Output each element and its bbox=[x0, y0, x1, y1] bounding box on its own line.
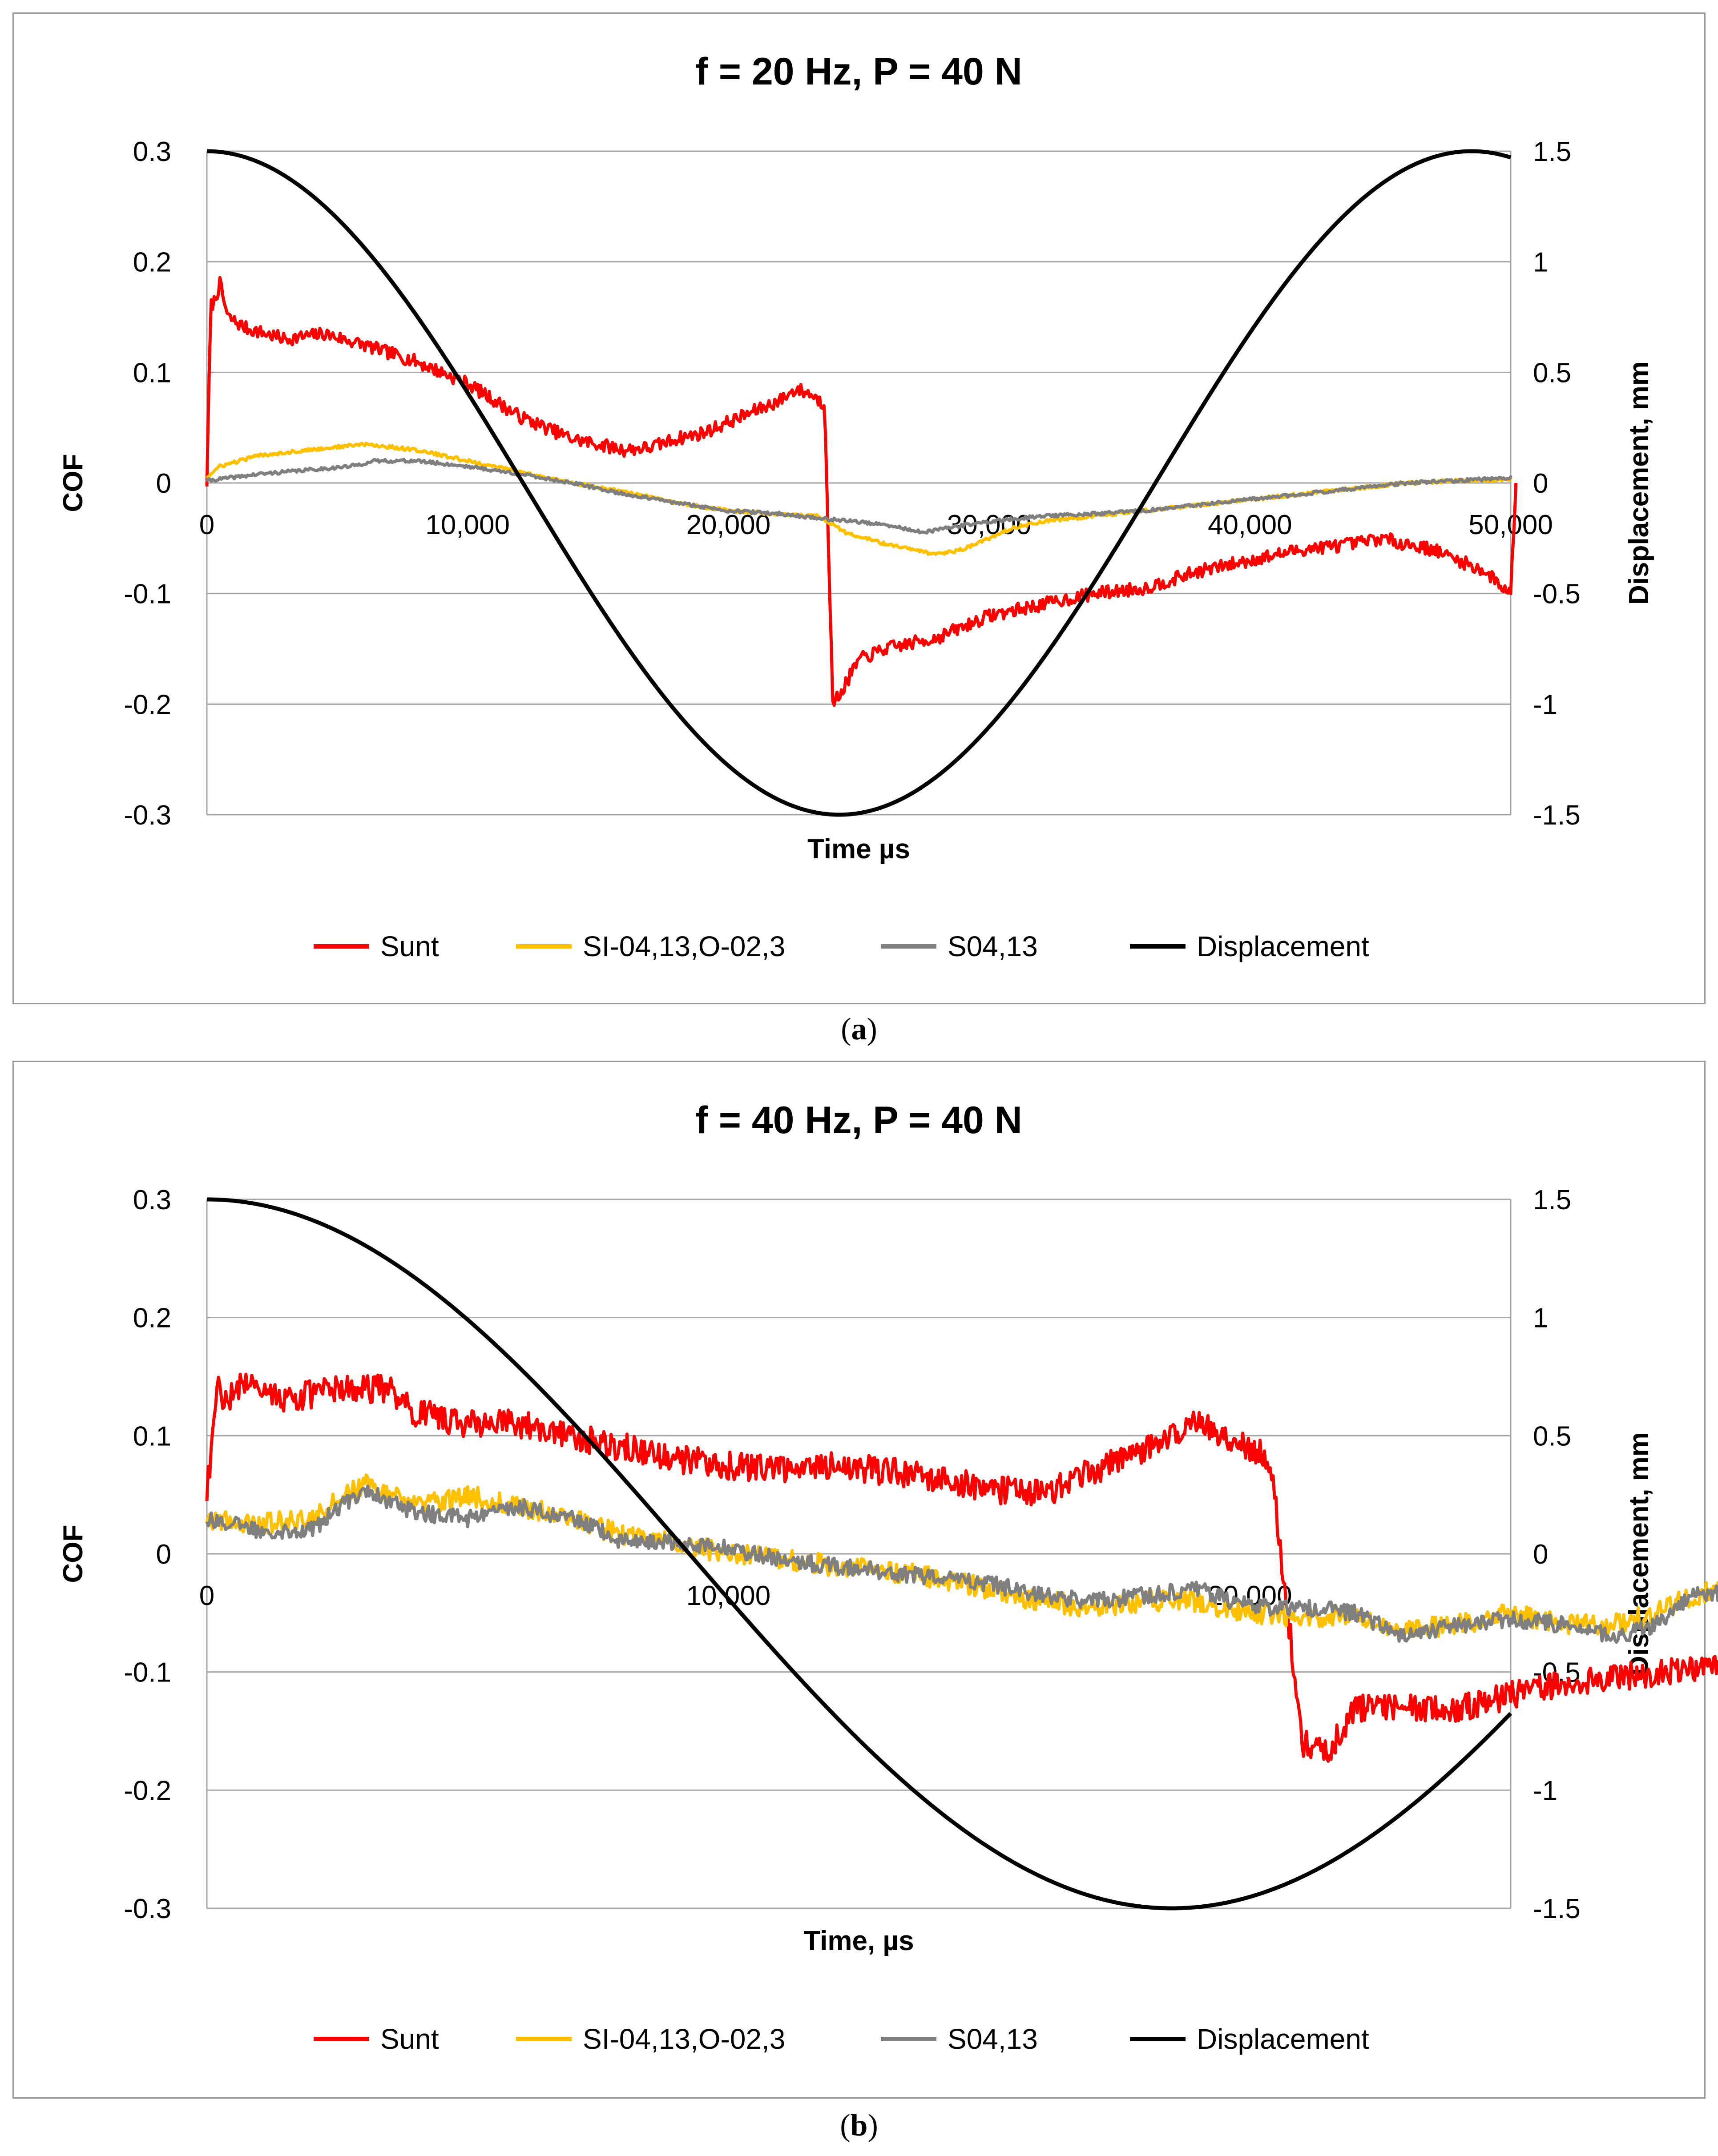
caption-b: (b) bbox=[840, 2108, 878, 2143]
y-tick-label: 0.2 bbox=[133, 1303, 171, 1334]
x-axis-label: Time, µs bbox=[803, 1926, 914, 1956]
y-axis-label: COF bbox=[58, 1525, 89, 1583]
y2-tick-label: -1.5 bbox=[1533, 1894, 1581, 1924]
y2-tick-label: -1 bbox=[1533, 689, 1557, 720]
y2-tick-label: 1 bbox=[1533, 247, 1548, 278]
chart-a-frame bbox=[12, 12, 1706, 1004]
y-tick-label: 0 bbox=[156, 468, 171, 499]
y-tick-label: -0.2 bbox=[124, 1775, 171, 1806]
y-tick-label: -0.3 bbox=[124, 800, 171, 831]
legend-label: SI-04,13,O-02,3 bbox=[583, 930, 785, 962]
y2-tick-label: 1.5 bbox=[1533, 137, 1571, 167]
chart-a: -0.3 -0.2 -0.1 0 0.1 0.2 0.3 -1.5 -1 -0.5 0 0.5 1 1.5… bbox=[58, 50, 1654, 962]
legend-label: S04,13 bbox=[948, 2023, 1038, 2055]
legend-label: S04,13 bbox=[948, 930, 1038, 962]
y2-tick-label: 0.5 bbox=[1533, 1421, 1571, 1452]
chart-b: -0.3-0.2-0.100.10.20.3-1.5-1-0.500.511.5… bbox=[58, 1099, 1718, 2055]
y2-tick-label: 0 bbox=[1533, 468, 1548, 499]
x-tick-label: 50,000 bbox=[1468, 510, 1553, 540]
y-tick-label: -0.2 bbox=[124, 689, 171, 720]
y2-tick-label: -1 bbox=[1533, 1775, 1557, 1806]
legend-label: Displacement bbox=[1197, 2023, 1369, 2055]
y-tick-label: -0.3 bbox=[124, 1894, 171, 1924]
chart-title: f = 40 Hz, P = 40 N bbox=[695, 1099, 1022, 1142]
x-tick-label: 0 bbox=[199, 1581, 214, 1611]
series-line-0 bbox=[205, 276, 1518, 707]
y-axis-label: COF bbox=[58, 454, 89, 512]
series-line-2 bbox=[205, 1484, 1718, 1644]
y2-tick-label: 0.5 bbox=[1533, 358, 1571, 388]
y2-tick-label: 0 bbox=[1533, 1539, 1548, 1570]
y-tick-label: -0.1 bbox=[124, 579, 171, 610]
y-tick-label: 0.2 bbox=[133, 247, 171, 278]
y-tick-label: 0 bbox=[156, 1539, 171, 1570]
y-tick-label: -0.1 bbox=[124, 1657, 171, 1688]
x-tick-label: 40,000 bbox=[1208, 510, 1292, 540]
series-line-2 bbox=[205, 458, 1512, 535]
chart-title: f = 20 Hz, P = 40 N bbox=[695, 50, 1022, 93]
series-line-1 bbox=[205, 1473, 1718, 1639]
y-tick-label: 0.1 bbox=[133, 358, 171, 388]
y-tick-label: 0.3 bbox=[133, 1185, 171, 1215]
legend-label: Displacement bbox=[1197, 930, 1369, 962]
legend-label: Sunt bbox=[380, 930, 439, 962]
caption-a: (a) bbox=[841, 1012, 877, 1046]
x-axis-label: Time µs bbox=[807, 834, 910, 865]
legend-label: Sunt bbox=[380, 2023, 439, 2055]
x-tick-label: 0 bbox=[199, 510, 214, 540]
x-tick-label: 20,000 bbox=[686, 510, 771, 540]
series-line-0 bbox=[205, 1372, 1718, 1763]
y-tick-label: 0.3 bbox=[133, 137, 171, 167]
x-tick-label: 10,000 bbox=[425, 510, 510, 540]
series-line-3 bbox=[206, 149, 1512, 817]
y2-tick-label: 1.5 bbox=[1533, 1185, 1571, 1215]
y-tick-label: 0.1 bbox=[133, 1421, 171, 1452]
y2-tick-label: -0.5 bbox=[1533, 579, 1581, 610]
legend-label: SI-04,13,O-02,3 bbox=[583, 2023, 785, 2055]
series-line-3 bbox=[207, 1197, 1512, 1911]
y2-tick-label: -1.5 bbox=[1533, 800, 1581, 831]
y2-tick-label: 1 bbox=[1533, 1303, 1548, 1334]
y2-axis-label: Displacement, mm bbox=[1624, 361, 1654, 605]
chart-b-frame bbox=[12, 1061, 1706, 2099]
